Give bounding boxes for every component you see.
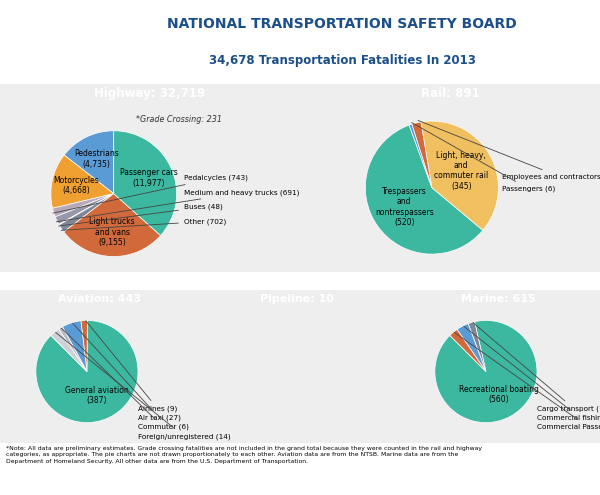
Wedge shape xyxy=(59,194,114,225)
Text: Cargo transport (13): Cargo transport (13) xyxy=(473,323,600,412)
Text: Passenger cars
(11,977): Passenger cars (11,977) xyxy=(120,168,178,188)
Text: Commercial fishing (24): Commercial fishing (24) xyxy=(464,326,600,421)
Text: Highway: 32,719: Highway: 32,719 xyxy=(94,87,206,100)
Wedge shape xyxy=(409,124,432,188)
Text: Air taxi (27): Air taxi (27) xyxy=(73,323,181,421)
Text: Pipeline: 10: Pipeline: 10 xyxy=(260,294,334,304)
Text: Buses (48): Buses (48) xyxy=(59,204,223,226)
Wedge shape xyxy=(55,194,114,224)
Wedge shape xyxy=(64,194,161,256)
Text: Employees and contractors (20): Employees and contractors (20) xyxy=(418,120,600,180)
Wedge shape xyxy=(36,320,138,423)
Text: NATIONAL TRANSPORTATION SAFETY BOARD: NATIONAL TRANSPORTATION SAFETY BOARD xyxy=(167,16,517,31)
Text: Recreational boating
(560): Recreational boating (560) xyxy=(458,385,538,404)
Wedge shape xyxy=(114,131,176,236)
Text: Marine: 615: Marine: 615 xyxy=(461,294,535,304)
Wedge shape xyxy=(365,125,483,254)
Wedge shape xyxy=(64,131,114,194)
Text: Pedalcycles (743): Pedalcycles (743) xyxy=(53,175,248,213)
Text: Light, heavy,
and
commuter rail
(345): Light, heavy, and commuter rail (345) xyxy=(434,150,488,191)
Text: 34,678 Transportation Fatalities In 2013: 34,678 Transportation Fatalities In 2013 xyxy=(209,54,475,67)
Text: Foreign/unregistered (14): Foreign/unregistered (14) xyxy=(56,332,230,440)
Wedge shape xyxy=(51,329,87,372)
Wedge shape xyxy=(412,122,432,188)
Text: Medium and heavy trucks (691): Medium and heavy trucks (691) xyxy=(56,189,299,222)
Text: *Note: All data are preliminary estimates. Grade crossing fatalities are not inc: *Note: All data are preliminary estimate… xyxy=(6,446,482,464)
Text: Airlines (9): Airlines (9) xyxy=(86,321,177,412)
Text: Other (702): Other (702) xyxy=(61,218,226,230)
Text: *Grade Crossing: 231: *Grade Crossing: 231 xyxy=(136,115,222,124)
Wedge shape xyxy=(468,322,486,372)
Wedge shape xyxy=(59,194,114,232)
Text: Pedestrians
(4,735): Pedestrians (4,735) xyxy=(74,149,119,169)
Wedge shape xyxy=(51,155,114,208)
Text: Aviation: 443: Aviation: 443 xyxy=(58,294,140,304)
Text: Passengers (6): Passengers (6) xyxy=(412,123,555,192)
Wedge shape xyxy=(81,320,88,372)
Wedge shape xyxy=(435,320,537,423)
Wedge shape xyxy=(59,327,87,372)
Text: Trespassers
and
nontrespassers
(520): Trespassers and nontrespassers (520) xyxy=(375,187,434,227)
Text: Commercial Passengers (18): Commercial Passengers (18) xyxy=(454,333,600,431)
Text: Commuter (6): Commuter (6) xyxy=(62,328,189,431)
Text: General aviation
(387): General aviation (387) xyxy=(65,386,128,405)
Wedge shape xyxy=(53,194,114,217)
Text: Motorcycles
(4,668): Motorcycles (4,668) xyxy=(53,176,99,195)
Wedge shape xyxy=(421,121,499,230)
Wedge shape xyxy=(450,329,486,372)
Text: Light trucks
and vans
(9,155): Light trucks and vans (9,155) xyxy=(89,217,135,247)
Wedge shape xyxy=(457,324,486,372)
Wedge shape xyxy=(62,321,87,372)
Text: Rail: 891: Rail: 891 xyxy=(421,87,479,100)
